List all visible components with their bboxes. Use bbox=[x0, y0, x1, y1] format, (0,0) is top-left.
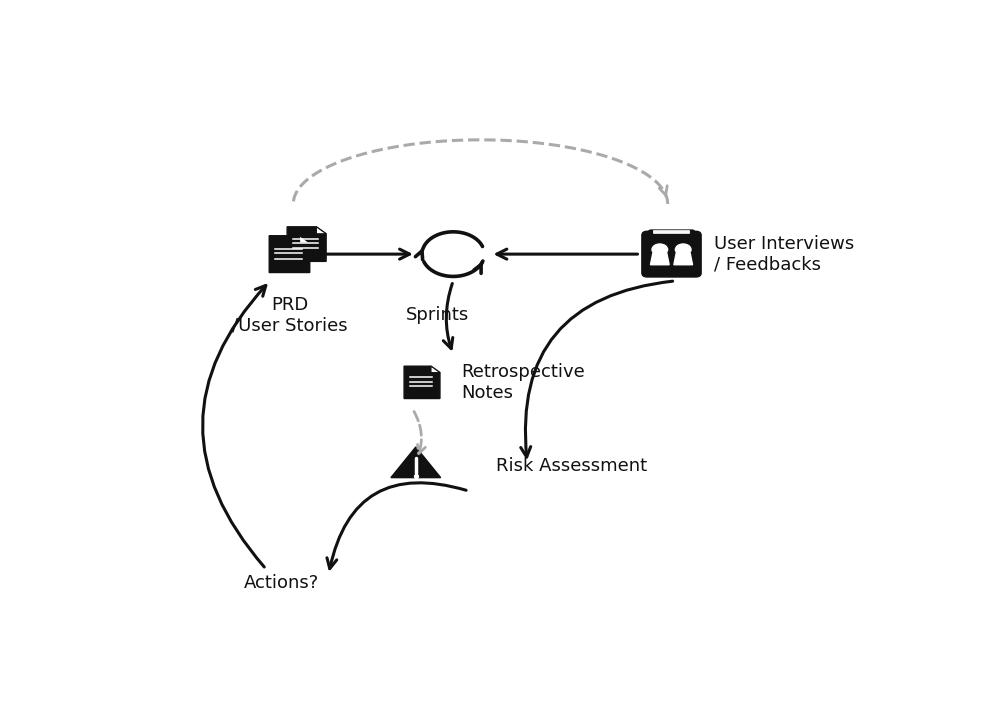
Polygon shape bbox=[404, 366, 440, 398]
Text: User Interviews
/ Feedbacks: User Interviews / Feedbacks bbox=[714, 235, 855, 274]
Text: Risk Assessment: Risk Assessment bbox=[496, 457, 647, 475]
Polygon shape bbox=[316, 227, 326, 234]
Text: PRD
/User Stories: PRD /User Stories bbox=[231, 296, 347, 334]
FancyBboxPatch shape bbox=[642, 231, 701, 277]
Polygon shape bbox=[431, 366, 440, 373]
Polygon shape bbox=[287, 227, 326, 261]
Polygon shape bbox=[300, 236, 310, 243]
Text: Retrospective
Notes: Retrospective Notes bbox=[461, 363, 584, 402]
FancyBboxPatch shape bbox=[649, 230, 694, 238]
Text: Sprints: Sprints bbox=[406, 306, 469, 324]
Text: Actions?: Actions? bbox=[244, 574, 319, 592]
Circle shape bbox=[675, 244, 691, 255]
Polygon shape bbox=[674, 253, 692, 265]
Polygon shape bbox=[651, 253, 669, 265]
Circle shape bbox=[652, 244, 668, 255]
Polygon shape bbox=[391, 447, 441, 478]
Polygon shape bbox=[270, 236, 310, 272]
